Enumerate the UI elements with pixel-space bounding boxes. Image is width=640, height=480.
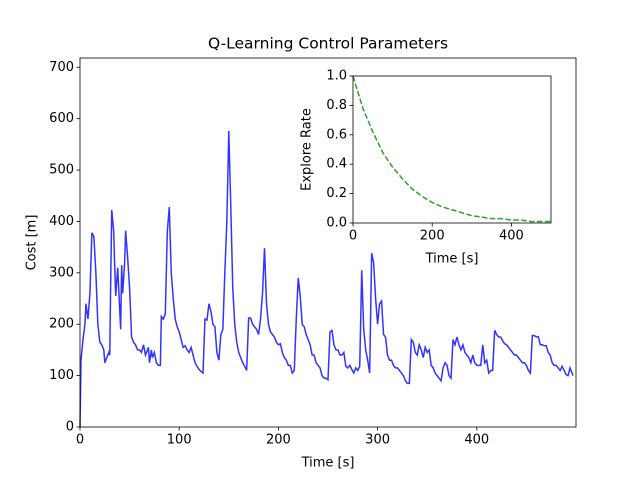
y-tick-label: 0.2 — [326, 186, 347, 201]
y-tick-label: 600 — [49, 111, 74, 126]
chart-title: Q-Learning Control Parameters — [208, 35, 448, 53]
x-tick-label: 200 — [266, 433, 291, 448]
y-tick-label: 400 — [49, 214, 74, 229]
axes-frame — [79, 57, 577, 428]
data-line — [79, 130, 574, 428]
y-tick-label: 0.4 — [326, 157, 347, 172]
y-tick-label: 300 — [49, 265, 74, 280]
y-tick-label: 700 — [49, 60, 74, 75]
y-tick-label: 0 — [66, 420, 74, 435]
y-tick-label: 0.0 — [326, 216, 347, 231]
y-tick-label: 1.0 — [326, 69, 347, 84]
x-axis-label: Time [s] — [425, 252, 479, 267]
x-tick-label: 300 — [365, 433, 390, 448]
y-tick-label: 200 — [49, 317, 74, 332]
y-tick-label: 0.8 — [326, 98, 347, 113]
axes-frame — [352, 75, 552, 224]
data-line — [352, 75, 551, 223]
y-axis-label: Explore Rate — [300, 108, 315, 191]
plot-area — [353, 76, 551, 223]
y-tick-label: 100 — [49, 368, 74, 383]
x-tick-label: 0 — [349, 229, 357, 244]
y-tick-label: 500 — [49, 163, 74, 178]
y-tick-label: 0.6 — [326, 127, 347, 142]
y-axis-label: Cost [m] — [25, 215, 40, 271]
x-tick-label: 200 — [420, 229, 445, 244]
x-tick-label: 400 — [464, 433, 489, 448]
x-tick-label: 0 — [76, 433, 84, 448]
x-tick-label: 400 — [499, 229, 524, 244]
x-axis-label: Time [s] — [301, 456, 355, 471]
x-tick-label: 100 — [167, 433, 192, 448]
